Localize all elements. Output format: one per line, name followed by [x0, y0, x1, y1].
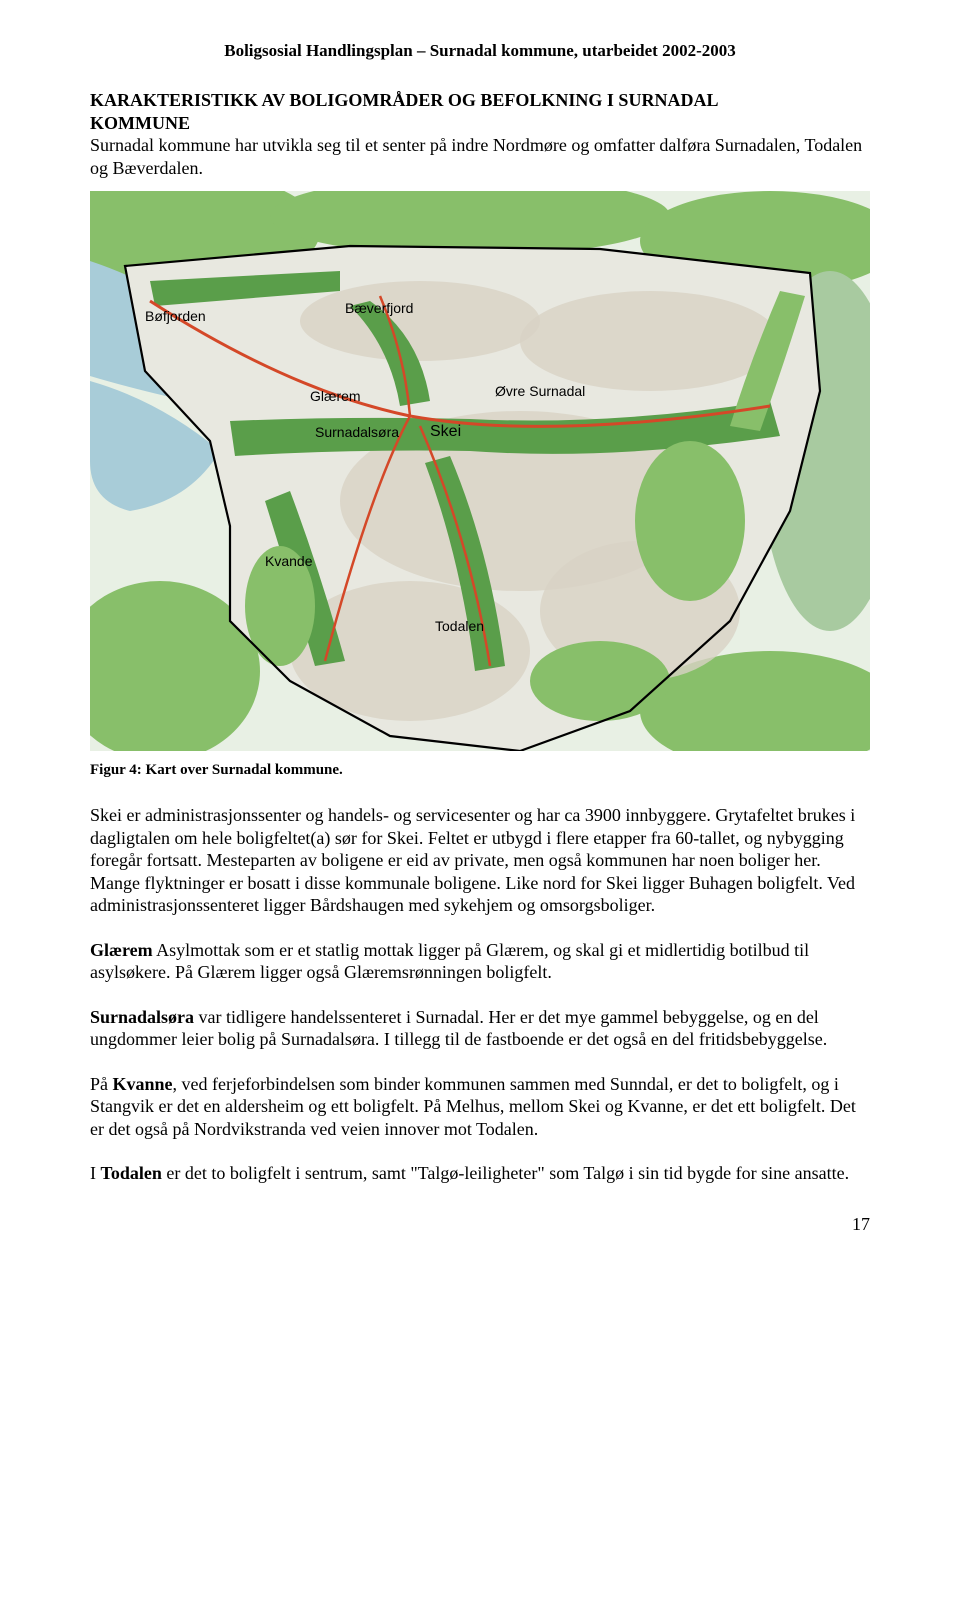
map-label-glaerem: Glærem — [310, 388, 361, 404]
map-label-kvande: Kvande — [265, 553, 313, 569]
title-line-2: KOMMUNE — [90, 113, 190, 133]
text-kvanne-rest: , ved ferjeforbindelsen som binder kommu… — [90, 1074, 856, 1139]
map-label-surnadalsora: Surnadalsøra — [315, 424, 399, 440]
page-number: 17 — [90, 1213, 870, 1236]
bold-kvanne: Kvanne — [113, 1074, 173, 1094]
figure-caption: Figur 4: Kart over Surnadal kommune. — [90, 761, 870, 780]
paragraph-todalen: I Todalen er det to boligfelt i sentrum,… — [90, 1162, 870, 1185]
map-label-baeverfjord: Bæverfjord — [345, 300, 413, 316]
intro-paragraph: Surnadal kommune har utvikla seg til et … — [90, 134, 870, 179]
text-todalen-pre: I — [90, 1163, 101, 1183]
paragraph-skei: Skei er administrasjonssenter og handels… — [90, 804, 870, 917]
document-header: Boligsosial Handlingsplan – Surnadal kom… — [90, 40, 870, 61]
map-figure: Bøfjorden Bæverfjord Glærem Surnadalsøra… — [90, 191, 870, 751]
section-title: KARAKTERISTIKK AV BOLIGOMRÅDER OG BEFOLK… — [90, 89, 870, 134]
paragraph-glaerem: Glærem Asylmottak som er et statlig mott… — [90, 939, 870, 984]
text-glaerem-rest: Asylmottak som er et statlig mottak ligg… — [90, 940, 809, 983]
map-label-bofjorden: Bøfjorden — [145, 308, 206, 324]
text-surnadalsora-rest: var tidligere handelssenteret i Surnadal… — [90, 1007, 827, 1050]
bold-todalen: Todalen — [101, 1163, 162, 1183]
bold-surnadalsora: Surnadalsøra — [90, 1007, 194, 1027]
title-line-1: KARAKTERISTIKK AV BOLIGOMRÅDER OG BEFOLK… — [90, 90, 718, 110]
map-label-skei: Skei — [430, 423, 461, 440]
paragraph-kvanne: På Kvanne, ved ferjeforbindelsen som bin… — [90, 1073, 870, 1141]
surnadal-map-svg: Bøfjorden Bæverfjord Glærem Surnadalsøra… — [90, 191, 870, 751]
paragraph-surnadalsora: Surnadalsøra var tidligere handelssenter… — [90, 1006, 870, 1051]
bold-glaerem: Glærem — [90, 940, 153, 960]
text-todalen-rest: er det to boligfelt i sentrum, samt "Tal… — [162, 1163, 849, 1183]
map-label-ovre: Øvre Surnadal — [495, 383, 585, 399]
text-kvanne-pre: På — [90, 1074, 113, 1094]
map-label-todalen: Todalen — [435, 618, 484, 634]
